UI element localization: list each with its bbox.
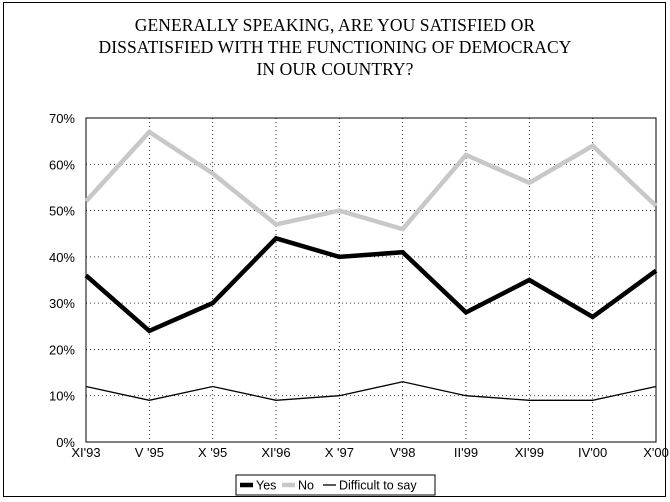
- plot-area: [85, 117, 657, 443]
- x-tick-label: X '95: [198, 445, 227, 460]
- y-tick-label: 10%: [49, 389, 75, 404]
- series-line-difficult-to-say: [85, 381, 657, 401]
- y-tick-label: 60%: [49, 157, 75, 172]
- y-tick-label: 30%: [49, 296, 75, 311]
- y-tick-label: 70%: [49, 111, 75, 126]
- x-tick-label: X'00: [643, 445, 669, 460]
- series-line-no: [84, 128, 658, 232]
- x-tick-label: V'98: [390, 445, 416, 460]
- legend-label: Difficult to say: [339, 479, 417, 493]
- x-tick-label: V '95: [135, 445, 164, 460]
- y-tick-label: 0%: [56, 435, 75, 450]
- chart-title-line-2: DISSATISFIED WITH THE FUNCTIONING OF DEM…: [98, 37, 572, 57]
- series-lines: [84, 128, 658, 401]
- chart-title-line-3: IN OUR COUNTRY?: [256, 59, 414, 79]
- legend: Yes No Difficult to say: [235, 474, 436, 496]
- x-tick-label: XI'99: [515, 445, 544, 460]
- y-tick-label: 20%: [49, 342, 75, 357]
- chart-title: GENERALLY SPEAKING, ARE YOU SATISFIED OR…: [0, 14, 670, 80]
- chart-title-line-1: GENERALLY SPEAKING, ARE YOU SATISFIED OR: [134, 15, 536, 35]
- gridlines: [86, 118, 656, 442]
- x-tick-label: XI'93: [71, 445, 100, 460]
- x-tick-label: IV'00: [578, 445, 607, 460]
- y-tick-label: 40%: [49, 250, 75, 265]
- chart-frame: [3, 2, 666, 497]
- x-tick-label: II'99: [454, 445, 478, 460]
- x-tick-label: XI'96: [261, 445, 290, 460]
- series-line-yes: [84, 235, 658, 334]
- legend-label: No: [298, 479, 314, 493]
- y-tick-label: 50%: [49, 204, 75, 219]
- y-axis-ticks: 0% 10% 20% 30% 40% 50% 60% 70%: [49, 111, 75, 450]
- x-axis-ticks: XI'93 V '95 X '95 XI'96 X '97 V'98 II'99 XI'99 I…: [71, 445, 668, 460]
- legend-label: Yes: [256, 479, 276, 493]
- x-tick-label: X '97: [325, 445, 354, 460]
